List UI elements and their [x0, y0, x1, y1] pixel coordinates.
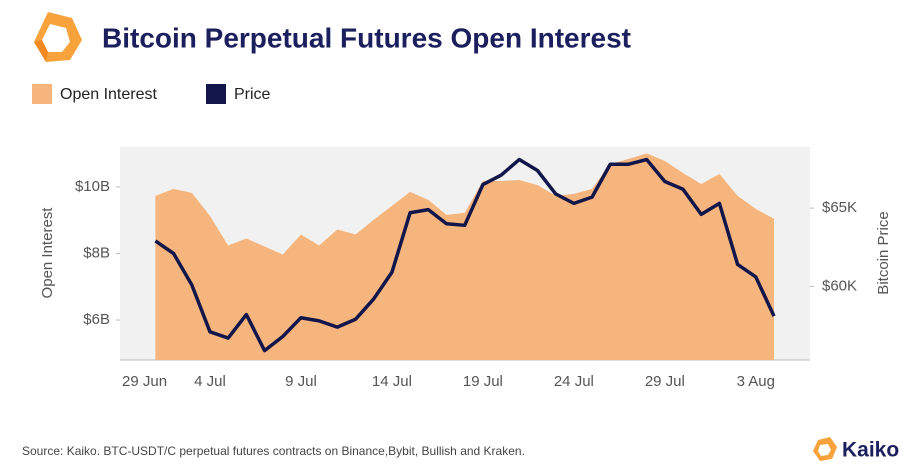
open-interest-area [155, 153, 774, 360]
x-tick-label: 24 Jul [554, 373, 594, 390]
legend-label: Open Interest [60, 86, 158, 103]
legend-swatch [206, 84, 226, 104]
y-tick-label: $6B [83, 311, 110, 328]
x-tick-label: 19 Jul [463, 373, 503, 390]
y2-axis-label: Bitcoin Price [875, 211, 892, 294]
x-tick-label: 4 Jul [194, 373, 226, 390]
y-tick-label: $8B [83, 244, 110, 261]
y-tick-label: $10B [75, 178, 110, 195]
x-tick-label: 3 Aug [737, 373, 775, 390]
logo [34, 12, 82, 62]
x-tick-label: 14 Jul [372, 373, 412, 390]
brand-logo [813, 437, 837, 461]
x-tick-label: 29 Jul [645, 373, 685, 390]
x-tick-label: 9 Jul [285, 373, 317, 390]
chart-title: Bitcoin Perpetual Futures Open Interest [102, 22, 631, 53]
y-axis-label: Open Interest [39, 207, 56, 299]
y2-tick-label: $65K [822, 199, 857, 216]
price-line [154, 157, 776, 353]
legend-swatch [32, 84, 52, 104]
y2-tick-label: $60K [822, 277, 857, 294]
source-note: Source: Kaiko. BTC-USDT/C perpetual futu… [22, 444, 525, 458]
x-tick-label: 29 Jun [122, 373, 167, 390]
brand-name: Kaiko [842, 439, 899, 462]
legend-label: Price [234, 86, 271, 103]
